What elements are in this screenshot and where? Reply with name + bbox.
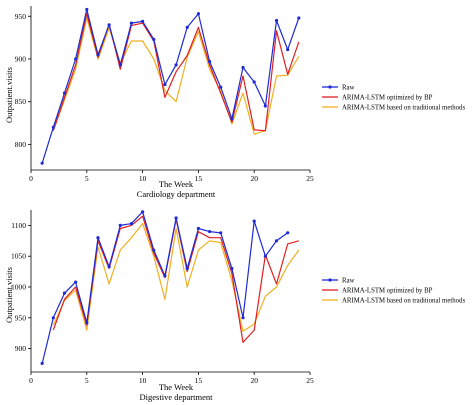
digestive-raw-point xyxy=(163,274,167,278)
cardiology-raw-point xyxy=(107,23,111,27)
digestive-raw-point xyxy=(152,248,156,252)
cardiology-raw-point xyxy=(286,47,290,52)
cardiology-y-tick-label: 900 xyxy=(15,54,27,63)
cardiology-raw-point xyxy=(152,37,156,41)
digestive-subtitle: Digestive department xyxy=(140,392,214,402)
cardiology-raw-point xyxy=(274,18,279,23)
cardiology-y-tick-label: 950 xyxy=(15,12,27,21)
digestive-x-tick-label: 0 xyxy=(29,376,33,385)
cardiology-raw-point xyxy=(297,16,301,20)
digestive-raw-point xyxy=(141,210,145,214)
cardiology-raw-point xyxy=(219,85,223,89)
cardiology-raw-point xyxy=(118,63,122,67)
cardiology-raw-point xyxy=(129,21,134,25)
digestive-raw-point xyxy=(40,361,44,365)
digestive-series-arima-lstm-optimized-by-bp-line xyxy=(52,215,299,343)
digestive-legend-marker xyxy=(328,278,332,282)
digestive-y-tick-label: 1050 xyxy=(11,252,26,261)
cardiology-legend: Raw ARIMA-LSTM optimized by BP ARIMA-LSTM … xyxy=(322,84,465,111)
cardiology-subtitle: Cardiology department xyxy=(137,189,216,199)
cardiology-raw-point xyxy=(96,53,100,57)
digestive-legend-label: ARIMA-LSTM optimized by BP xyxy=(342,287,433,294)
cardiology-x-tick-label: 0 xyxy=(29,174,33,183)
cardiology-x-tick-label: 10 xyxy=(139,174,147,183)
cardiology-series-raw-line xyxy=(41,8,300,164)
cardiology-x-tick-label: 25 xyxy=(306,174,314,183)
digestive-series-arima-lstm-based-on-traditional-methods-line xyxy=(52,223,300,332)
digestive-chart: 0 5 10 15 20 25 900 950 1000 1050 1100 Raw ARIMA-LS… xyxy=(4,210,465,402)
cardiology-raw-point xyxy=(241,65,245,70)
digestive-y-axis-title: Outpatient.visits xyxy=(4,267,14,323)
digestive-raw-point xyxy=(51,316,55,320)
cardiology-raw-point xyxy=(163,82,167,87)
digestive-raw-point xyxy=(62,291,67,295)
cardiology-raw-point xyxy=(230,117,234,121)
digestive-y-tick-label: 950 xyxy=(15,313,27,322)
digestive-raw-point xyxy=(263,254,267,258)
cardiology-raw-point xyxy=(174,63,178,67)
cardiology-raw-point xyxy=(51,125,55,129)
digestive-x-tick-label: 10 xyxy=(139,376,147,385)
cardiology-series-arima-lstm-based-on-traditional-methods-line xyxy=(52,17,300,135)
digestive-y-tick-label: 1100 xyxy=(11,221,26,230)
digestive-series-raw-line xyxy=(41,211,289,364)
digestive-legend-label: ARIMA-LSTM based on traditional methods xyxy=(342,297,465,304)
digestive-raw-point xyxy=(230,266,234,271)
digestive-raw-point xyxy=(252,219,256,223)
cardiology-chart: 0 5 10 15 20 25 800 850 900 950 Raw ARIMA-LSTM opt… xyxy=(4,6,465,199)
digestive-legend: Raw ARIMA-LSTM optimized by BP ARIMA-LSTM … xyxy=(322,277,465,304)
cardiology-raw-point xyxy=(74,57,78,61)
cardiology-raw-point xyxy=(263,104,267,108)
digestive-x-tick-label: 15 xyxy=(195,376,203,385)
digestive-raw-point xyxy=(286,231,290,235)
digestive-x-tick-label: 20 xyxy=(250,376,258,385)
digestive-y-tick-label: 1000 xyxy=(11,282,26,291)
digestive-raw-point xyxy=(85,321,89,325)
digestive-raw-point xyxy=(219,231,223,235)
cardiology-x-axis-title: The Week xyxy=(159,179,194,189)
cardiology-y-tick-label: 850 xyxy=(15,97,27,106)
cardiology-raw-point xyxy=(62,91,67,95)
digestive-raw-point xyxy=(207,229,212,234)
cardiology-raw-point xyxy=(252,80,256,84)
digestive-raw-point xyxy=(118,223,122,227)
cardiology-y-tick-label: 800 xyxy=(15,140,27,149)
digestive-raw-point xyxy=(129,221,134,226)
cardiology-raw-point xyxy=(85,7,89,12)
cardiology-raw-point xyxy=(207,59,212,64)
cardiology-raw-point xyxy=(196,12,200,16)
cardiology-x-tick-label: 20 xyxy=(250,174,258,183)
cardiology-x-tick-label: 15 xyxy=(195,174,203,183)
cardiology-raw-point xyxy=(185,25,189,29)
digestive-raw-point xyxy=(96,236,100,240)
cardiology-legend-marker xyxy=(328,85,332,89)
digestive-x-axis-title: The Week xyxy=(159,382,194,392)
cardiology-x-tick-label: 5 xyxy=(85,174,89,183)
digestive-raw-point xyxy=(185,266,189,271)
digestive-legend-label: Raw xyxy=(342,277,355,284)
cardiology-legend-label: ARIMA-LSTM based on traditional methods xyxy=(342,104,465,111)
cardiology-series-arima-lstm-optimized-by-bp-line xyxy=(52,13,300,132)
digestive-raw-point xyxy=(174,216,178,220)
cardiology-y-axis-title: Outpatient.visits xyxy=(4,67,14,123)
cardiology-raw-point xyxy=(40,161,44,165)
digestive-raw-point xyxy=(241,316,245,320)
digestive-x-tick-label: 5 xyxy=(85,376,89,385)
digestive-raw-point xyxy=(74,280,78,284)
cardiology-raw-point xyxy=(141,19,145,23)
cardiology-legend-label: Raw xyxy=(342,84,355,91)
cardiology-plot-area: 0 5 10 15 20 25 800 850 900 950 xyxy=(15,6,314,183)
cardiology-legend-label: ARIMA-LSTM optimized by BP xyxy=(342,94,433,101)
digestive-y-tick-label: 900 xyxy=(15,344,27,353)
digestive-raw-point xyxy=(107,265,111,269)
digestive-raw-point xyxy=(196,226,200,231)
digestive-raw-point xyxy=(274,239,279,243)
digestive-plot-area: 0 5 10 15 20 25 900 950 1000 1050 1100 xyxy=(11,210,314,385)
digestive-x-tick-label: 25 xyxy=(306,376,314,385)
